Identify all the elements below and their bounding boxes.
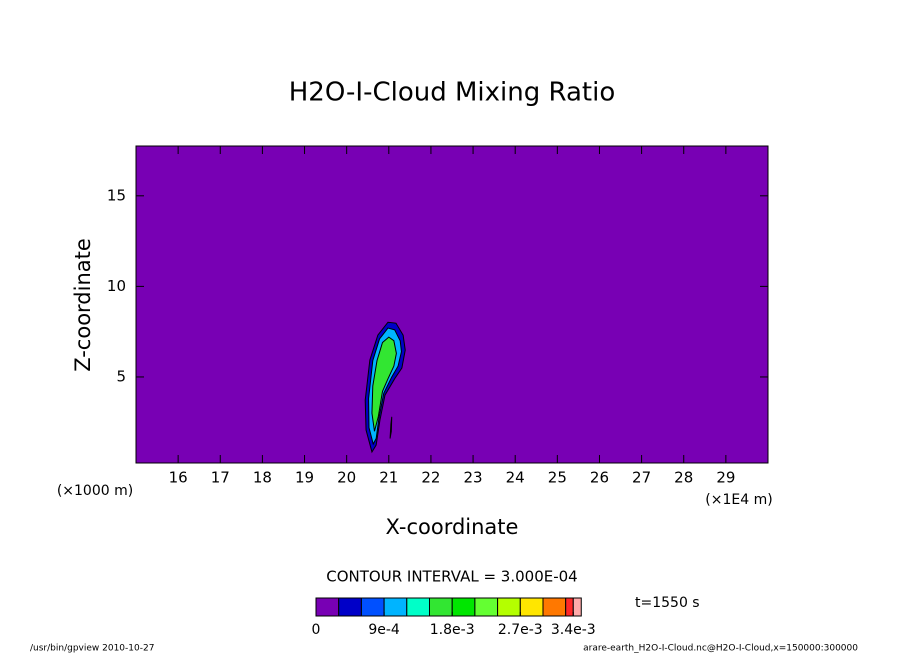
time-label: t=1550 s bbox=[635, 595, 700, 611]
colorbar-box bbox=[497, 597, 521, 617]
x-unit: (×1E4 m) bbox=[705, 492, 772, 508]
x-axis-label: X-coordinate bbox=[386, 515, 519, 539]
x-tick-label: 26 bbox=[590, 469, 609, 487]
x-tick-label: 25 bbox=[548, 469, 567, 487]
x-tick-label: 29 bbox=[716, 469, 735, 487]
colorbar-box bbox=[565, 597, 574, 617]
colorbar-box bbox=[406, 597, 430, 617]
x-tick-label: 17 bbox=[211, 469, 230, 487]
colorbar-tick-label: 0 bbox=[312, 622, 321, 638]
footer-left: /usr/bin/gpview 2010-10-27 bbox=[30, 644, 154, 654]
colorbar-tick-label: 1.8e-3 bbox=[430, 622, 475, 638]
y-axis-label: Z-coordinate bbox=[71, 238, 95, 372]
colorbar-box bbox=[519, 597, 544, 617]
x-tick-label: 21 bbox=[379, 469, 398, 487]
contour-region bbox=[389, 416, 393, 439]
y-tick-label: 15 bbox=[107, 186, 126, 204]
colorbar-box bbox=[315, 597, 340, 617]
contour-interval: CONTOUR INTERVAL = 3.000E-04 bbox=[326, 568, 577, 586]
y-tick-label: 10 bbox=[107, 277, 126, 295]
colorbar-box bbox=[542, 597, 567, 617]
x-tick-label: 22 bbox=[421, 469, 440, 487]
plot-background bbox=[136, 146, 768, 463]
colorbar-box bbox=[383, 597, 408, 617]
x-tick-label: 19 bbox=[295, 469, 314, 487]
colorbar-box bbox=[451, 597, 476, 617]
colorbar-box bbox=[429, 597, 453, 617]
contour-region bbox=[371, 336, 397, 432]
x-tick-label: 28 bbox=[674, 469, 693, 487]
colorbar-box bbox=[360, 597, 385, 617]
x-tick-label: 23 bbox=[464, 469, 483, 487]
chart-title: H2O-I-Cloud Mixing Ratio bbox=[289, 78, 616, 108]
x-tick-label: 16 bbox=[169, 469, 188, 487]
colorbar-tick-label: 9e-4 bbox=[368, 622, 400, 638]
colorbar-tick-label: 2.7e-3 bbox=[498, 622, 543, 638]
x-tick-label: 20 bbox=[337, 469, 356, 487]
x-tick-label: 27 bbox=[632, 469, 651, 487]
colorbar-over bbox=[572, 597, 582, 617]
y-unit: (×1000 m) bbox=[57, 483, 133, 499]
x-tick-label: 24 bbox=[506, 469, 525, 487]
colorbar-box bbox=[474, 597, 499, 617]
footer-right: arare-earth_H2O-I-Cloud.nc@H2O-I-Cloud,x… bbox=[583, 644, 858, 654]
colorbar-box bbox=[338, 597, 362, 617]
plot-frame bbox=[135, 145, 769, 464]
y-tick-label: 5 bbox=[116, 367, 126, 385]
colorbar-tick-label: 3.4e-3 bbox=[551, 622, 596, 638]
x-tick-label: 18 bbox=[253, 469, 272, 487]
